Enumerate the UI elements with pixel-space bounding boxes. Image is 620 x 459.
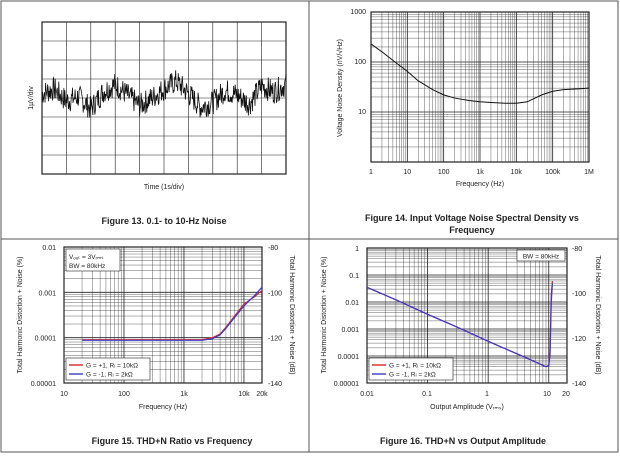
fig15-ytick-right-120: -120 — [268, 336, 282, 343]
fig14-xlabel: Frequency (Hz) — [456, 181, 504, 188]
fig15-ytick-right-100: -100 — [268, 290, 282, 297]
fig16-ytick-right-80: -80 — [572, 246, 582, 253]
fig16-xtick-0.01: 0.01 — [360, 391, 374, 398]
fig15-ytick-0.01: 0.01 — [42, 245, 56, 252]
fig14-xtick-1M: 1M — [584, 169, 594, 176]
fig15-xtick-10k: 10k — [238, 391, 250, 398]
fig13-noise-trace — [41, 70, 287, 118]
fig15-legend-g-plus1: G = +1, Rₗ = 10kΩ — [86, 363, 138, 370]
fig15-ytick-right-80: -80 — [268, 245, 278, 252]
fig14-noise-density-line — [370, 43, 590, 104]
fig16-ytick-right-100: -100 — [572, 291, 586, 298]
fig16-legend-g-minus1: G = -1, Rₗ = 2kΩ — [389, 372, 436, 379]
fig15-caption: Figure 15. THD+N Ratio vs Frequency — [92, 436, 253, 446]
fig14-xtick-10: 10 — [403, 169, 411, 176]
fig14-ytick-100: 100 — [354, 59, 366, 66]
fig16-note: BW = 80kHz — [523, 254, 559, 261]
fig16-xtick-20: 20 — [562, 391, 570, 398]
fig15-ytick-right-140: -140 — [268, 381, 282, 388]
fig15-legend — [65, 357, 151, 381]
fig16-ytick-0.00001: 0.00001 — [334, 381, 359, 388]
fig16-xlabel: Output Amplitude (Vᵣₘₛ) — [430, 404, 504, 411]
fig15-ytick-0.001: 0.001 — [38, 290, 56, 297]
fig16-chart: 1 0.1 0.01 0.001 0.0001 0.00001 -80 -100… — [321, 246, 601, 446]
fig14-xtick-1: 1 — [369, 169, 373, 176]
fig15-legend-g-minus1: G = -1, Rₗ = 2kΩ — [86, 372, 133, 379]
fig16-xtick-10: 10 — [543, 391, 551, 398]
fig13-xlabel: Time (1s/div) — [144, 184, 184, 191]
fig15-ylabel-right: Total Harmonic Distortion + Noise (dB) — [288, 255, 295, 374]
fig15-xtick-1k: 1k — [180, 391, 188, 398]
fig14-ytick-1000: 1000 — [350, 9, 366, 16]
fig16-ytick-right-140: -140 — [572, 381, 586, 388]
fig15-xtick-20k: 20k — [256, 391, 268, 398]
fig14-caption-line1: Figure 14. Input Voltage Noise Spectral … — [365, 213, 579, 223]
fig16-ytick-right-120: -120 — [572, 336, 586, 343]
fig16-ylabel-right: Total Harmonic Distortion + Noise (dB) — [594, 255, 601, 374]
fig14-chart: 1000 100 10 1 10 100 1k 10k 100k 1M Volt… — [336, 9, 594, 235]
fig16-ytick-0.1: 0.1 — [349, 273, 359, 280]
fig15-chart: 0.01 0.001 0.0001 0.00001 -80 -100 -120 … — [17, 245, 295, 446]
fig15-xtick-10: 10 — [60, 391, 68, 398]
fig16-xtick-0.1: 0.1 — [422, 391, 432, 398]
fig14-grid — [370, 11, 590, 163]
fig16-legend-g-plus1: G = +1, Rₗ = 10kΩ — [389, 363, 441, 370]
fig16-series-g-minus1 — [366, 283, 554, 368]
fig15-xlabel: Frequency (Hz) — [139, 404, 187, 411]
fig13-grid — [42, 22, 286, 174]
fig14-xtick-10k: 10k — [511, 169, 523, 176]
fig15-note-line2: BW = 80kHz — [69, 263, 105, 270]
fig15-ytick-0.00001: 0.00001 — [31, 381, 56, 388]
fig16-legend — [368, 357, 454, 381]
fig14-xtick-100k: 100k — [545, 169, 561, 176]
fig15-ytick-0.0001: 0.0001 — [35, 336, 57, 343]
fig16-note-box — [516, 249, 566, 262]
fig16-xtick-1: 1 — [485, 391, 489, 398]
fig16-ytick-0.001: 0.001 — [341, 327, 359, 334]
fig14-ylabel: Voltage Noise Density (nV/√Hz) — [336, 39, 344, 137]
fig15-note-box — [65, 248, 121, 272]
fig16-ytick-1: 1 — [355, 246, 359, 253]
fig13-caption: Figure 13. 0.1- to 10-Hz Noise — [101, 216, 226, 226]
fig15-note-line1: Vₒᵤₜ = 3Vᵣₘₛ — [69, 254, 104, 261]
fig16-ytick-0.0001: 0.0001 — [338, 354, 360, 361]
fig15-xtick-100: 100 — [118, 391, 130, 398]
fig16-ylabel-left: Total Harmonic Distortion + Noise (%) — [321, 257, 328, 374]
fig14-caption-line2: Frequency — [449, 225, 495, 235]
fig13-ylabel: 1µV/div — [28, 86, 35, 110]
fig14-xtick-1k: 1k — [476, 169, 484, 176]
fig15-series-g-minus1 — [82, 286, 263, 341]
fig15-ylabel-left: Total Harmonic Distortion + Noise (%) — [17, 257, 24, 374]
fig14-xtick-100: 100 — [438, 169, 450, 176]
fig13-chart: 1µV/div Time (1s/div) Figure 13. 0.1- to… — [28, 21, 287, 226]
fig14-ytick-10: 10 — [358, 109, 366, 116]
fig16-caption: Figure 16. THD+N vs Output Amplitude — [380, 436, 546, 446]
fig16-ytick-0.01: 0.01 — [345, 300, 359, 307]
